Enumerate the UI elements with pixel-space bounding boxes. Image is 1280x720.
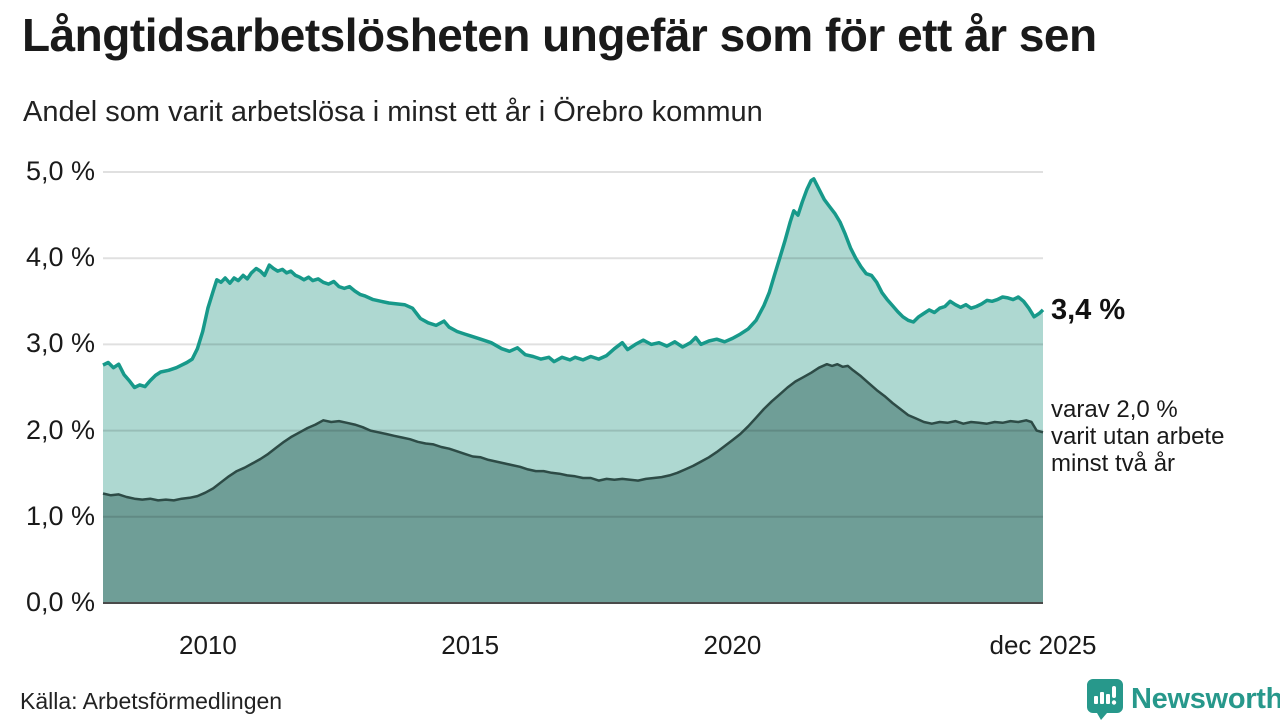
chart-area-fills (103, 178, 1043, 603)
logo-exclamation-dot (1111, 700, 1117, 705)
x-tick-label: 2020 (703, 630, 762, 660)
logo-bar-2 (1100, 692, 1104, 704)
x-tick-label: 2015 (441, 630, 500, 660)
y-tick-label: 3,0 % (25, 328, 95, 359)
series-2-area (103, 364, 1043, 603)
series-2-line (102, 362, 1044, 502)
chart-subtitle: Andel som varit arbetslösa i minst ett å… (23, 96, 763, 128)
logo-exclamation-bar (1112, 686, 1116, 698)
y-tick-label: 0,0 % (25, 587, 95, 617)
logo-bar-1 (1094, 696, 1098, 704)
series-1-line (102, 177, 1045, 390)
y-tick-label: 2,0 % (25, 414, 95, 445)
x-tick-label: 2010 (178, 630, 237, 660)
source-credit: Källa: Arbetsförmedlingen (20, 688, 283, 714)
series1-end-value-label: 3,4 % (1051, 294, 1126, 326)
series2-annotation-line1: varav 2,0 % (1051, 396, 1178, 423)
newsworthy-logo: Newsworthy (1086, 679, 1280, 720)
y-tick-label: 1,0 % (25, 500, 95, 531)
chart-title: Långtidsarbetslösheten ungefär som för e… (22, 9, 1097, 61)
y-tick-label: 5,0 % (25, 156, 95, 186)
newsworthy-wordmark: Newsworthy (1131, 682, 1280, 715)
chart-gridlines (103, 171, 1043, 518)
x-tick-label: dec 2025 (989, 630, 1097, 660)
chart-series-lines (102, 177, 1045, 502)
y-tick-label: 4,0 % (25, 242, 95, 273)
series2-end-annotation: varav 2,0 % varit utan arbete minst två … (1051, 396, 1224, 477)
series2-annotation-line3: minst två år (1051, 450, 1176, 477)
series2-annotation-line2: varit utan arbete (1051, 423, 1225, 450)
newsworthy-logo-icon (1087, 679, 1123, 720)
logo-bar-3 (1106, 694, 1110, 704)
